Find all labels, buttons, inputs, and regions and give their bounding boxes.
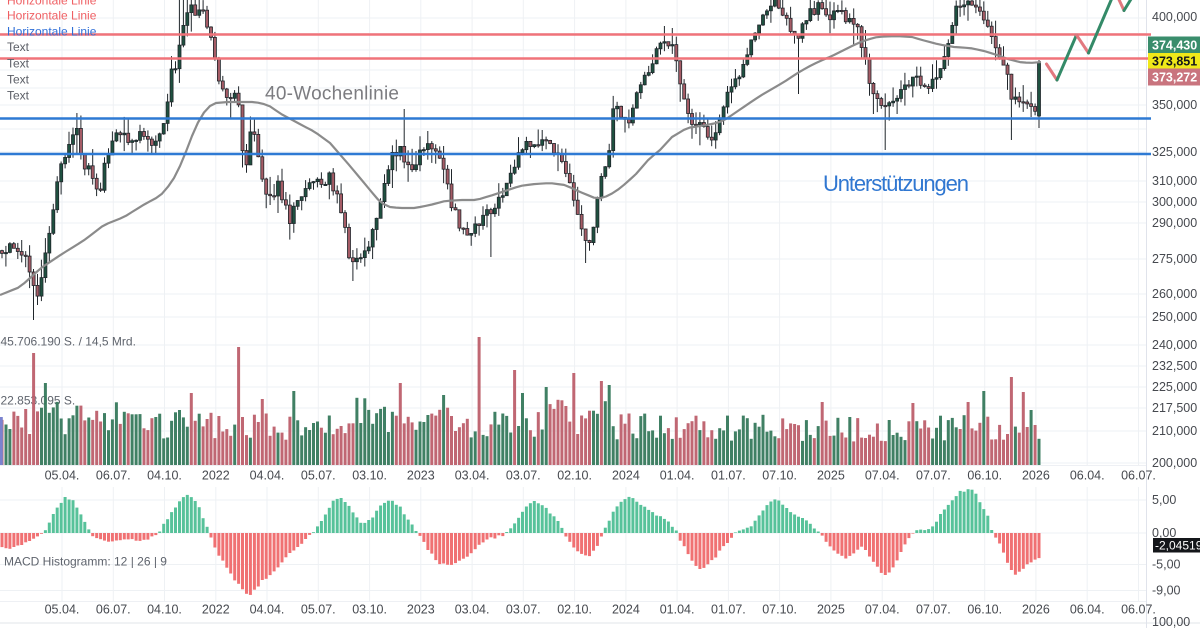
svg-text:0,00: 0,00: [1152, 526, 1176, 540]
svg-text:01.07.: 01.07.: [711, 469, 746, 483]
svg-text:05.07.: 05.07.: [301, 603, 336, 617]
svg-text:06.07.: 06.07.: [1121, 469, 1156, 483]
svg-text:04.04.: 04.04.: [250, 469, 285, 483]
svg-text:03.07.: 03.07.: [506, 469, 541, 483]
svg-text:02.10.: 02.10.: [557, 603, 592, 617]
svg-text:373,851: 373,851: [1152, 55, 1197, 69]
svg-text:Unterstützungen: Unterstützungen: [823, 171, 969, 196]
svg-text:45.706.190 S. / 14,5 Mrd.: 45.706.190 S. / 14,5 Mrd.: [1, 335, 136, 349]
svg-text:02.10.: 02.10.: [557, 469, 592, 483]
svg-text:Horizontale Linie: Horizontale Linie: [7, 25, 97, 39]
svg-text:2022: 2022: [202, 603, 230, 617]
svg-text:06.07.: 06.07.: [96, 603, 131, 617]
svg-text:05.04.: 05.04.: [45, 469, 80, 483]
svg-text:01.07.: 01.07.: [711, 603, 746, 617]
svg-text:210,000: 210,000: [1152, 424, 1197, 438]
svg-text:03.10.: 03.10.: [352, 603, 387, 617]
svg-text:22.853.095 S.: 22.853.095 S.: [1, 394, 76, 408]
svg-text:01.04.: 01.04.: [660, 469, 695, 483]
svg-text:350,000: 350,000: [1152, 98, 1197, 112]
svg-text:5,00: 5,00: [1152, 493, 1176, 507]
svg-text:Text: Text: [7, 40, 30, 54]
svg-text:04.10.: 04.10.: [147, 603, 182, 617]
svg-text:Text: Text: [7, 57, 30, 71]
svg-text:217,500: 217,500: [1152, 401, 1197, 415]
svg-text:40-Wochenlinie: 40-Wochenlinie: [265, 84, 399, 105]
svg-text:2025: 2025: [817, 469, 845, 483]
svg-text:240,000: 240,000: [1152, 338, 1197, 352]
svg-text:-5,00: -5,00: [1152, 558, 1181, 572]
svg-text:01.04.: 01.04.: [660, 603, 695, 617]
svg-text:MACD Histogramm: 12 | 26 | 9: MACD Histogramm: 12 | 26 | 9: [4, 555, 167, 569]
svg-text:06.07.: 06.07.: [1121, 603, 1156, 617]
svg-text:2025: 2025: [817, 603, 845, 617]
svg-text:2023: 2023: [407, 469, 435, 483]
svg-text:Horizontale Linie: Horizontale Linie: [7, 9, 97, 23]
svg-text:325,000: 325,000: [1152, 145, 1197, 159]
svg-text:07.07.: 07.07.: [916, 603, 951, 617]
svg-text:275,000: 275,000: [1152, 252, 1197, 266]
svg-text:07.07.: 07.07.: [916, 469, 951, 483]
svg-text:-9,00: -9,00: [1152, 584, 1181, 598]
svg-text:290,000: 290,000: [1152, 216, 1197, 230]
svg-text:373,272: 373,272: [1152, 71, 1197, 85]
svg-text:06.07.: 06.07.: [96, 469, 131, 483]
svg-text:232,500: 232,500: [1152, 359, 1197, 373]
svg-text:07.04.: 07.04.: [865, 469, 900, 483]
svg-text:06.10.: 06.10.: [967, 469, 1002, 483]
svg-text:03.04.: 03.04.: [455, 469, 490, 483]
svg-text:400,000: 400,000: [1152, 10, 1197, 24]
svg-text:250,000: 250,000: [1152, 310, 1197, 324]
svg-text:2023: 2023: [407, 603, 435, 617]
svg-text:06.04.: 06.04.: [1070, 469, 1105, 483]
svg-text:03.10.: 03.10.: [352, 469, 387, 483]
svg-text:Horizontale Linie: Horizontale Linie: [7, 0, 97, 8]
svg-text:04.10.: 04.10.: [147, 469, 182, 483]
svg-text:04.04.: 04.04.: [250, 603, 285, 617]
svg-text:2024: 2024: [612, 603, 640, 617]
svg-text:310,000: 310,000: [1152, 174, 1197, 188]
svg-text:2026: 2026: [1022, 603, 1050, 617]
svg-text:07.04.: 07.04.: [865, 603, 900, 617]
svg-text:Text: Text: [7, 89, 30, 103]
svg-text:05.04.: 05.04.: [45, 603, 80, 617]
svg-text:06.04.: 06.04.: [1070, 603, 1105, 617]
svg-text:06.10.: 06.10.: [967, 603, 1002, 617]
svg-text:2026: 2026: [1022, 469, 1050, 483]
svg-text:-2,04519: -2,04519: [1155, 539, 1200, 553]
svg-text:2022: 2022: [202, 469, 230, 483]
svg-text:07.10.: 07.10.: [762, 469, 797, 483]
svg-text:300,000: 300,000: [1152, 195, 1197, 209]
svg-text:07.10.: 07.10.: [762, 603, 797, 617]
svg-text:260,000: 260,000: [1152, 287, 1197, 301]
svg-text:03.07.: 03.07.: [506, 603, 541, 617]
svg-text:03.04.: 03.04.: [455, 603, 490, 617]
svg-text:374,430: 374,430: [1152, 39, 1197, 53]
svg-text:225,000: 225,000: [1152, 380, 1197, 394]
svg-text:Text: Text: [7, 73, 30, 87]
svg-text:100,00: 100,00: [1152, 615, 1190, 628]
svg-text:2024: 2024: [612, 469, 640, 483]
svg-text:200,000: 200,000: [1152, 456, 1197, 470]
svg-text:05.07.: 05.07.: [301, 469, 336, 483]
